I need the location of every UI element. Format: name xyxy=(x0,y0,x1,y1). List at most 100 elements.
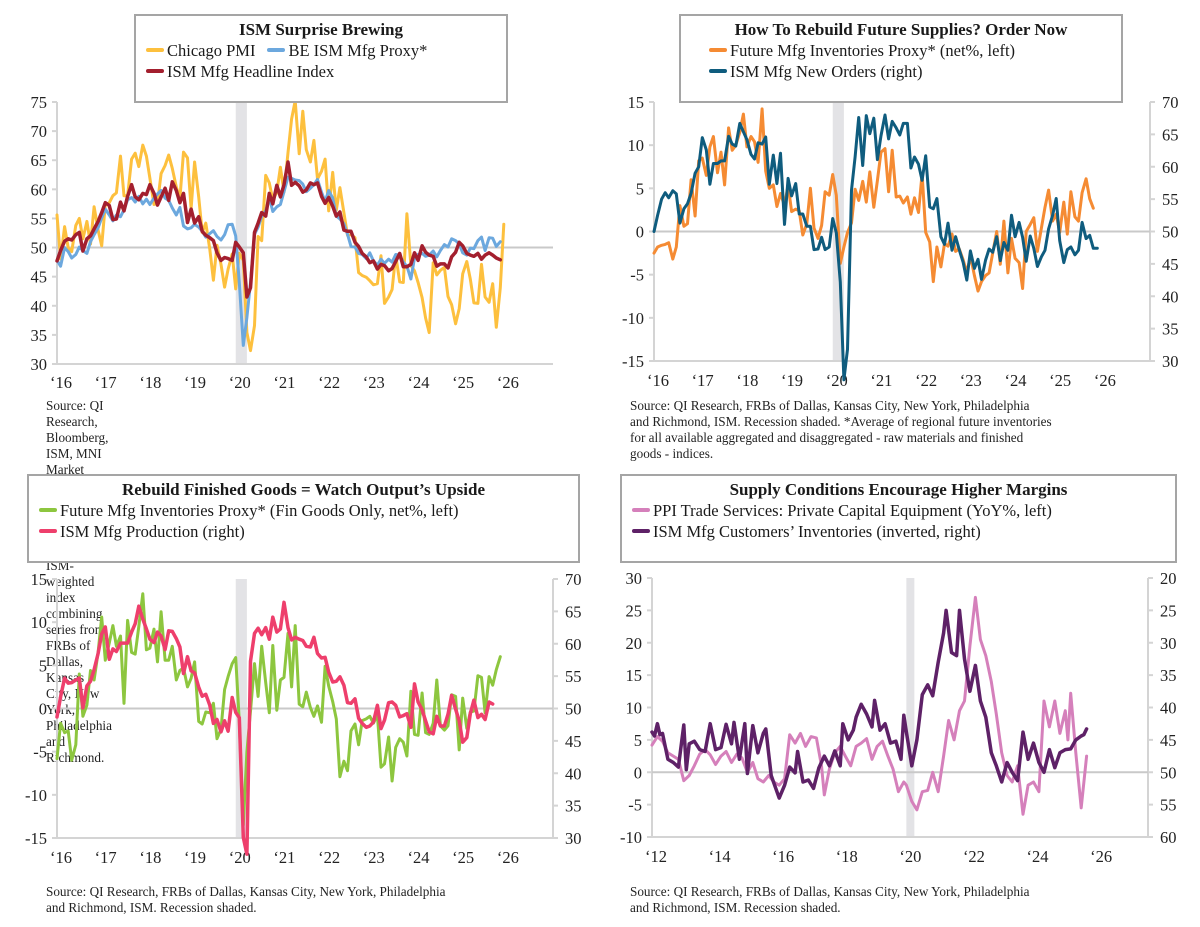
legend-item: Chicago PMI xyxy=(146,40,255,61)
x-tick-label: ‘17 xyxy=(692,371,714,390)
y-tick-label-right: 50 xyxy=(1162,223,1179,242)
y-tick-label-right: 65 xyxy=(1162,125,1179,144)
y-tick-label-right: 45 xyxy=(1160,731,1177,750)
source-line: Source: QI Research, FRBs of Dallas, Kan… xyxy=(630,884,1030,899)
chart-svg-c4: -10 -5 0 5 10 15 20 25 30 20 25 30 35 40 45 50 55 60 ‘12 ‘1… xyxy=(620,569,1177,866)
chart-title: ISM Surprise Brewing xyxy=(238,20,404,39)
legend-label: ISM Mfg Headline Index xyxy=(167,62,335,81)
legend-swatch xyxy=(39,508,57,513)
x-tick-label: ‘22 xyxy=(963,847,985,866)
source-line: for all available aggregated and disaggr… xyxy=(630,430,1024,445)
x-tick-label: ‘25 xyxy=(1049,371,1071,390)
x-tick-label: ‘18 xyxy=(836,847,858,866)
x-tick-label: ‘12 xyxy=(645,847,667,866)
legend-box-c3: Rebuild Finished Goods = Watch Output’s … xyxy=(27,474,580,563)
y-tick-label-right: 25 xyxy=(1160,601,1177,620)
series-line-ism-mfg-new-orders-right xyxy=(652,113,1099,382)
source-line: and Richmond, ISM. Recession shaded. xyxy=(630,900,841,915)
x-tick-label: ‘22 xyxy=(915,371,937,390)
x-tick-label: ‘17 xyxy=(95,373,117,392)
x-tick-label: ‘20 xyxy=(826,371,848,390)
series-line-ism-mfg-production-right xyxy=(55,600,495,856)
chart-panel-future-supplies: -15 -10 -5 0 5 10 15 30 35 40 45 50 55 60 65 70 ‘16 ‘17 ‘1… xyxy=(600,0,1200,463)
x-tick-label: ‘24 xyxy=(1027,847,1049,866)
y-tick-label-right: 40 xyxy=(1162,287,1179,306)
recession-shade xyxy=(906,578,915,837)
y-tick-label-left: 0 xyxy=(634,763,642,782)
source-line: Source: QI Research, FRBs of Dallas, Kan… xyxy=(630,398,1030,413)
x-tick-label: ‘24 xyxy=(1004,371,1026,390)
legend-item: PPI Trade Services: Private Capital Equi… xyxy=(632,500,1165,521)
series-line-ism-mfg-headline-index xyxy=(55,160,503,299)
x-tick-label: ‘26 xyxy=(1094,371,1116,390)
y-tick-label-right: 40 xyxy=(1160,699,1177,718)
y-tick-label-right: 55 xyxy=(1160,796,1177,815)
y-tick-label-left: 10 xyxy=(31,613,48,632)
y-tick-label-left: 70 xyxy=(31,122,48,141)
legend-item: ISM Mfg New Orders (right) xyxy=(691,61,1111,82)
x-tick-label: ‘20 xyxy=(899,847,921,866)
y-tick-label-right: 55 xyxy=(565,667,582,686)
x-tick-label: ‘14 xyxy=(709,847,731,866)
recession-shade xyxy=(235,102,247,364)
chart-svg-c3: -15 -10 -5 0 5 10 15 30 35 40 45 50 55 60 65 70 ‘16 ‘17 ‘1… xyxy=(25,570,582,867)
chart-title: Supply Conditions Encourage Higher Margi… xyxy=(729,480,1068,499)
legend-swatch xyxy=(709,48,727,53)
y-tick-label-left: -5 xyxy=(33,743,47,762)
y-tick-label-left: -10 xyxy=(620,828,642,847)
y-tick-label-left: 0 xyxy=(636,223,644,242)
legend-label: PPI Trade Services: Private Capital Equi… xyxy=(653,501,1052,520)
legend-swatch xyxy=(146,48,164,53)
y-tick-label-left: 10 xyxy=(628,136,645,155)
legend-label: BE ISM Mfg Proxy* xyxy=(288,41,428,60)
y-tick-label-left: 5 xyxy=(636,179,644,198)
legend-label: Future Mfg Inventories Proxy* (net%, lef… xyxy=(730,41,1016,60)
series-line-chicago-pmi xyxy=(55,99,506,353)
legend-swatch xyxy=(632,508,650,513)
series-line-ppi-trade-services-private-capital-equipment-yoy-left xyxy=(650,595,1089,816)
x-tick-label: ‘23 xyxy=(960,371,982,390)
series-line-future-mfg-inventories-proxy-net-left xyxy=(652,107,1095,293)
x-tick-label: ‘18 xyxy=(139,373,161,392)
x-tick-label: ‘16 xyxy=(647,371,669,390)
legend-item: ISM Mfg Production (right) xyxy=(39,521,568,542)
y-tick-label-right: 70 xyxy=(565,570,582,589)
legend-swatch xyxy=(146,69,164,74)
y-tick-label-left: 65 xyxy=(31,151,48,170)
y-tick-label-left: 40 xyxy=(31,297,48,316)
x-tick-label: ‘16 xyxy=(50,848,72,867)
y-tick-label-right: 45 xyxy=(565,732,582,751)
y-tick-label-left: 10 xyxy=(626,699,643,718)
y-tick-label-left: -5 xyxy=(630,266,644,285)
x-tick-label: ‘19 xyxy=(184,373,206,392)
series-line-be-ism-mfg-proxy xyxy=(55,175,502,347)
x-tick-label: ‘21 xyxy=(273,373,295,392)
y-tick-label-right: 70 xyxy=(1162,93,1179,112)
x-tick-label: ‘24 xyxy=(407,373,429,392)
y-tick-label-right: 35 xyxy=(1160,666,1177,685)
x-tick-label: ‘23 xyxy=(363,848,385,867)
x-tick-label: ‘20 xyxy=(229,373,251,392)
y-tick-label-right: 60 xyxy=(1162,158,1179,177)
x-tick-label: ‘19 xyxy=(781,371,803,390)
y-tick-label-left: 15 xyxy=(31,570,48,589)
chart-panel-finished-goods: -15 -10 -5 0 5 10 15 30 35 40 45 50 55 60 65 70 ‘16 ‘17 ‘1… xyxy=(0,463,600,927)
source-line: goods - indices. xyxy=(630,446,714,461)
series-line-ism-mfg-customers-inventories-inverted-right xyxy=(650,608,1089,800)
x-tick-label: ‘26 xyxy=(497,848,519,867)
legend-swatch xyxy=(709,69,727,74)
legend-item: Future Mfg Inventories Proxy* (Fin Goods… xyxy=(39,500,568,521)
legend-label: ISM Mfg Customers’ Inventories (inverted… xyxy=(653,522,981,541)
legend-item: ISM Mfg Headline Index xyxy=(146,61,496,82)
y-tick-label-left: 30 xyxy=(31,355,48,374)
source-note-c2: Source: QI Research, FRBs of Dallas, Kan… xyxy=(630,398,1052,462)
legend-label: Future Mfg Inventories Proxy* (Fin Goods… xyxy=(60,501,459,520)
y-tick-label-left: 45 xyxy=(31,268,48,287)
chart-title: Rebuild Finished Goods = Watch Output’s … xyxy=(121,480,485,499)
x-tick-label: ‘23 xyxy=(363,373,385,392)
y-tick-label-left: 50 xyxy=(31,239,48,258)
x-tick-label: ‘22 xyxy=(318,848,340,867)
y-tick-label-left: 25 xyxy=(626,601,643,620)
legend-swatch xyxy=(632,529,650,534)
y-tick-label-right: 55 xyxy=(1162,190,1179,209)
